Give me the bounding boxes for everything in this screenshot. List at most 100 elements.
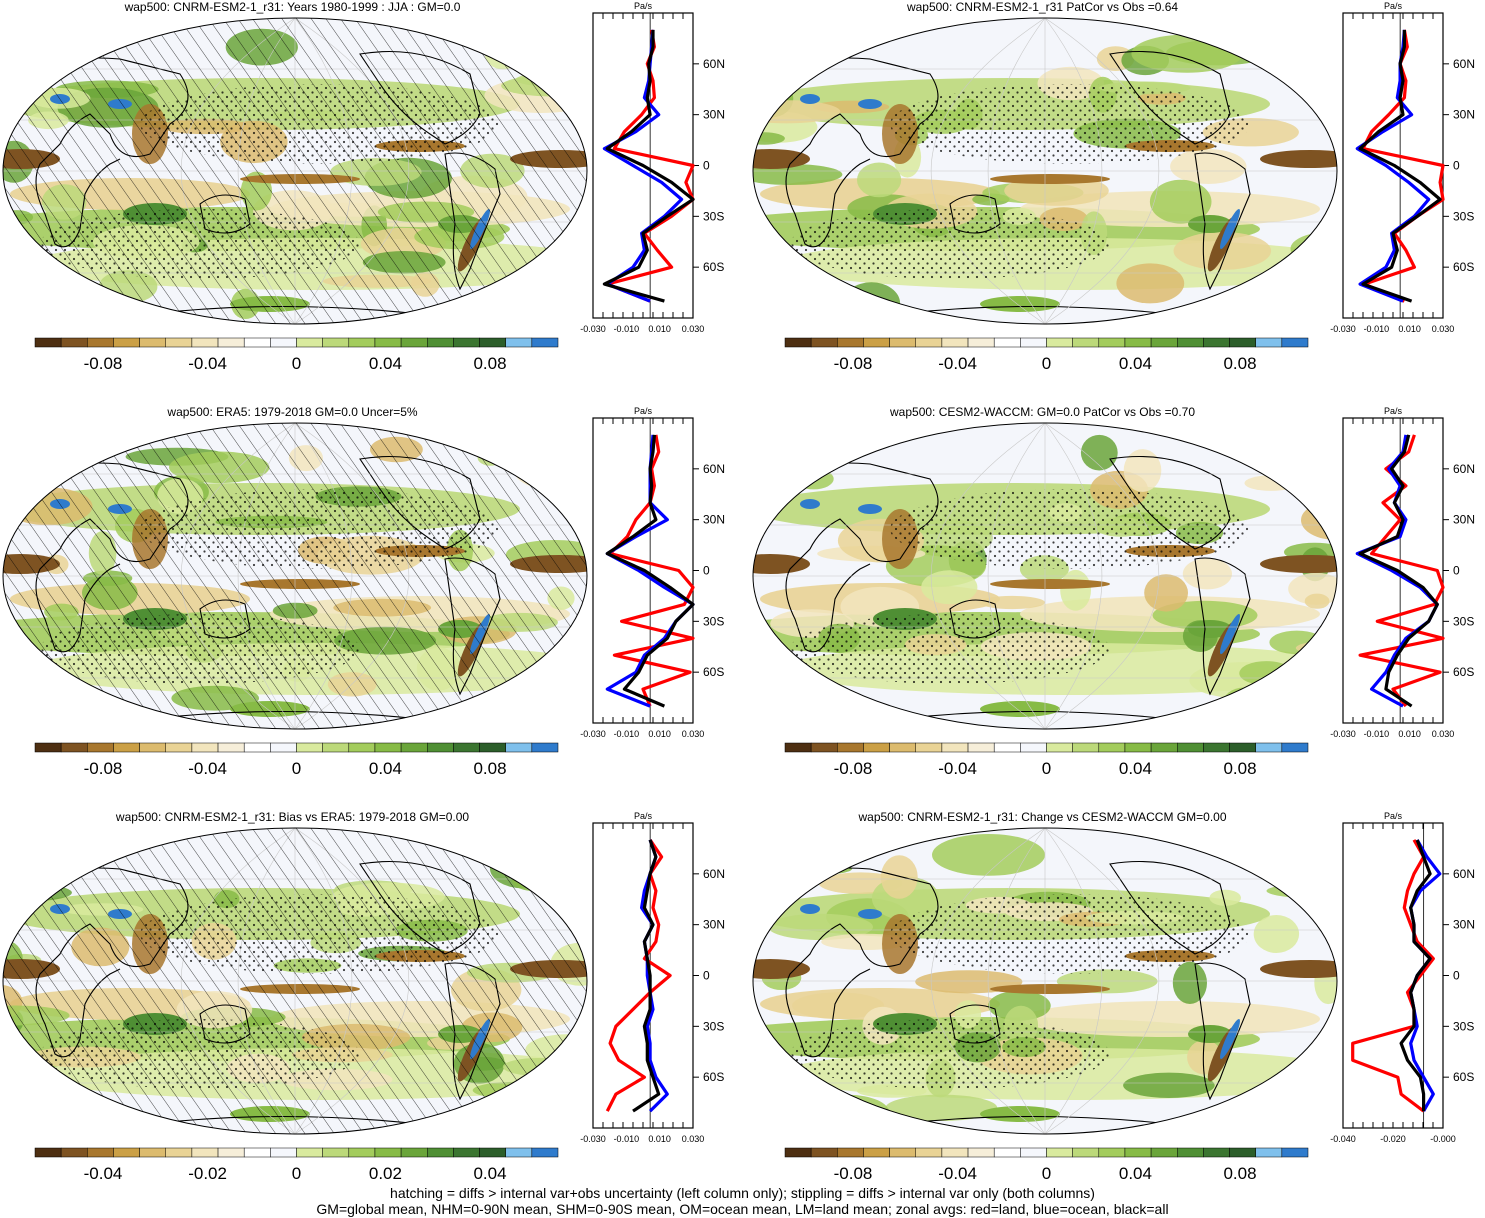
colorbar-swatch [784, 1147, 812, 1158]
zonal-lat-label: 30N [1453, 108, 1475, 122]
stippling-overlay [890, 894, 1250, 974]
hatching-overlay [3, 18, 587, 324]
zonal-x-tick-label: 0.030 [682, 729, 705, 739]
colorbar-swatch [322, 337, 350, 348]
colorbar-tick-label: 0.08 [473, 354, 506, 373]
zonal-frame [592, 822, 694, 1129]
field-blob [753, 1075, 810, 1098]
colorbar-swatch [243, 337, 271, 348]
colorbar-swatch [941, 1147, 969, 1158]
colorbar-tick-label: -0.04 [938, 759, 977, 778]
stippling-overlay [140, 894, 500, 974]
colorbar-swatch [1072, 742, 1100, 753]
colorbar-swatch [322, 742, 350, 753]
zonal-x-tick-label: -0.010 [1364, 324, 1390, 334]
colorbar-tick-label: 0 [292, 759, 301, 778]
colorbar-swatch [139, 1147, 167, 1158]
colorbar-swatch [863, 742, 890, 753]
zonal-lat-label: 30N [703, 918, 725, 932]
colorbar-swatch [296, 742, 323, 753]
zonal-lat-label: 0 [1453, 564, 1460, 578]
colorbar-swatch [1046, 337, 1073, 348]
field-blob [980, 1106, 1060, 1122]
field-blob [1269, 630, 1325, 655]
colorbar-swatch [967, 742, 995, 753]
colorbar-swatch [1255, 742, 1283, 753]
zonal-mean-plot: Pa/s 60N 30N 0 30S 60S -0.030 -0.010 0.010 0.030 [580, 811, 725, 1144]
colorbar-swatch [374, 742, 402, 753]
colorbar-swatch [1046, 1147, 1073, 1158]
colorbar-tick-label: -0.04 [188, 354, 227, 373]
graticule-meridian [987, 828, 1046, 1134]
zonal-series-all [1358, 29, 1442, 303]
graticule-meridian [1044, 18, 1103, 324]
zonal-unit-label: Pa/s [1384, 1, 1403, 11]
colorbar-swatch [837, 1147, 864, 1158]
colorbar-swatch [1255, 337, 1283, 348]
andes-blue [1220, 208, 1240, 250]
zonal-unit-label: Pa/s [1384, 811, 1403, 821]
coastline-south-america [1194, 962, 1251, 1101]
colorbar-swatch [1229, 1147, 1256, 1158]
colorbar-swatch [453, 337, 480, 348]
colorbar-swatch [296, 337, 323, 348]
colorbar-swatch [1229, 337, 1256, 348]
zonal-lat-label: 60N [703, 462, 725, 476]
field-blob [16, 45, 51, 69]
zonal-unit-label: Pa/s [634, 811, 653, 821]
zonal-x-tick-label: -0.030 [580, 729, 606, 739]
stippling-overlay [40, 209, 360, 279]
stippling-overlay [790, 209, 1110, 279]
colorbar-tick-label: 0.04 [1119, 1164, 1152, 1183]
colorbar-swatch [915, 742, 943, 753]
colorbar-swatch [348, 742, 376, 753]
stippling-overlay [790, 1019, 1110, 1089]
map-boundary [2, 827, 588, 1135]
colorbar: -0.08 -0.04 0 0.04 0.08 [784, 742, 1309, 778]
zonal-series-ocean [1355, 29, 1431, 303]
colorbar-tick-label: 0.08 [1223, 1164, 1256, 1183]
field-blob [842, 282, 901, 324]
colorbar-swatch [915, 337, 943, 348]
colorbar-swatch [217, 337, 245, 348]
stippling-overlay [140, 489, 500, 569]
field-blob [1123, 1072, 1215, 1098]
zonal-x-tick-label: 0.030 [1432, 729, 1455, 739]
colorbar-tick-label: 0 [1042, 1164, 1051, 1183]
colorbar-tick-label: 0.04 [369, 354, 402, 373]
map-boundary [752, 422, 1338, 730]
field-blob [1188, 1025, 1232, 1043]
robinson-map [2, 17, 588, 325]
zonal-x-tick-label: -0.030 [580, 324, 606, 334]
colorbar-swatch [1098, 742, 1126, 753]
colorbar-swatch [243, 742, 271, 753]
colorbar: -0.04 -0.02 0 0.02 0.04 [34, 1147, 559, 1183]
colorbar-swatch [34, 1147, 62, 1158]
zonal-lat-label: 30N [703, 513, 725, 527]
zonal-lat-label: 30S [703, 1019, 724, 1033]
figure-panel-change: wap500: CNRM-ESM2-1_r31: Change vs CESM2… [750, 810, 1485, 1216]
colorbar-swatch [348, 1147, 376, 1158]
zonal-series-all [632, 839, 661, 1113]
field-blob [858, 504, 882, 514]
colorbar-swatch [60, 1147, 88, 1158]
colorbar-tick-label: 0 [292, 354, 301, 373]
colorbar-swatch [889, 1147, 917, 1158]
field-blob [1123, 449, 1162, 492]
colorbar-swatch [87, 742, 114, 753]
graticule-meridian [987, 18, 1046, 324]
field-blob [753, 164, 843, 185]
zonal-mean-plot: Pa/s 60N 30N 0 30S 60S -0.030 -0.010 0.010 0.030 [580, 1, 725, 334]
zonal-lat-label: 30N [1453, 513, 1475, 527]
graticule-meridian [987, 423, 1046, 729]
colorbar-swatch [863, 1147, 890, 1158]
zonal-x-tick-label: -0.030 [580, 1134, 606, 1144]
figure-panel-bias: wap500: CNRM-ESM2-1_r31: Bias vs ERA5: 1… [0, 810, 742, 1216]
graticule-meridian [930, 828, 1046, 1134]
panel-title: wap500: ERA5: 1979-2018 GM=0.0 Uncer=5% [167, 405, 418, 419]
hatching-overlay [3, 423, 587, 729]
colorbar-swatch [967, 1147, 995, 1158]
map-boundary [752, 17, 1338, 325]
field-blob [1116, 263, 1185, 304]
colorbar-swatch [837, 337, 864, 348]
